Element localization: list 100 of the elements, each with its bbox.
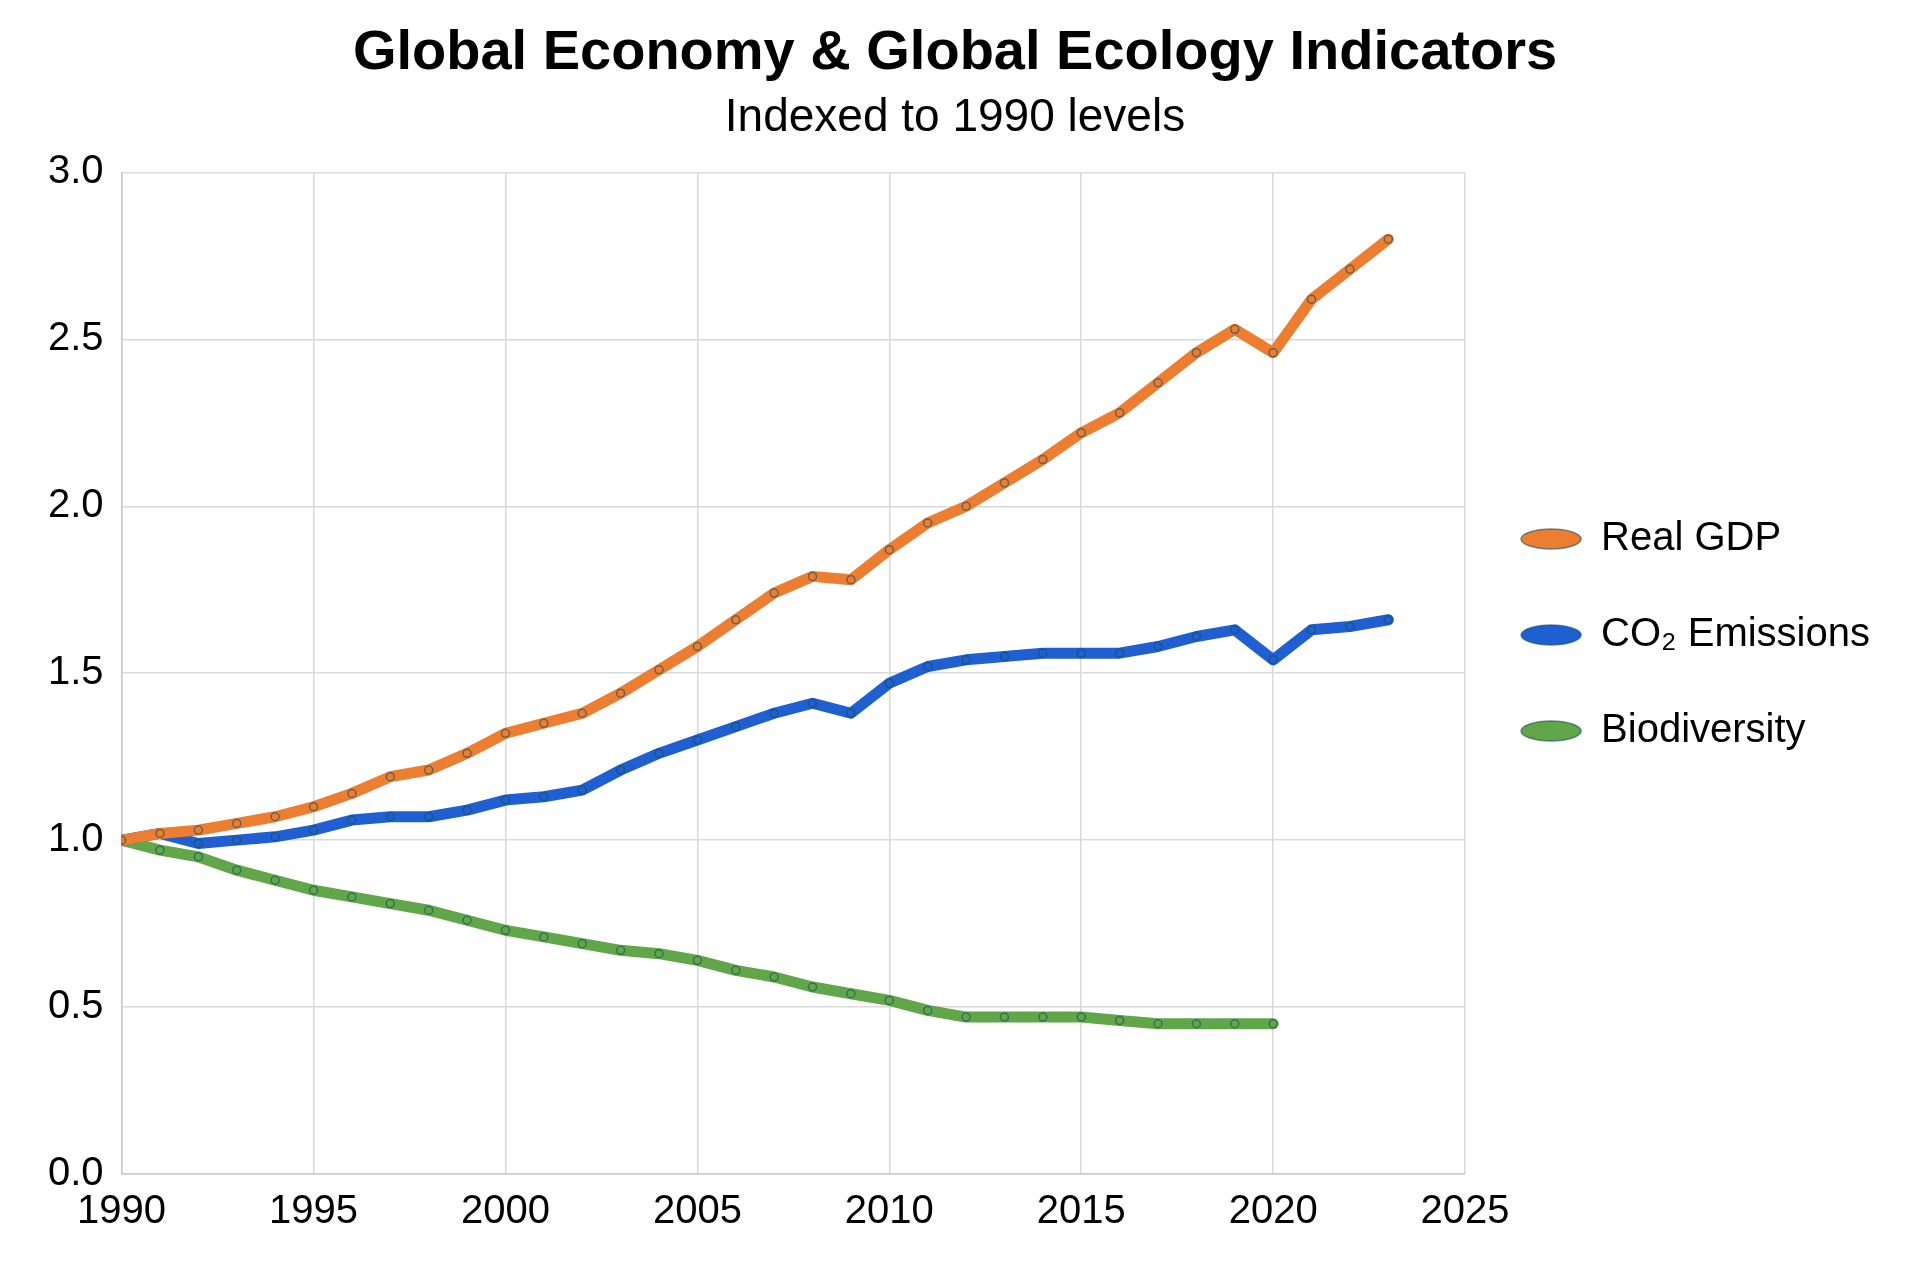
point	[769, 972, 779, 982]
point	[1268, 1019, 1278, 1029]
point	[232, 865, 242, 875]
y-tick-label: 1.0	[48, 815, 104, 860]
point	[1306, 625, 1317, 635]
point	[1191, 1019, 1202, 1029]
point	[769, 588, 779, 598]
point	[1076, 428, 1086, 438]
point	[500, 728, 511, 739]
point	[539, 718, 549, 729]
point	[155, 845, 165, 855]
y-tick-label: 2.0	[48, 481, 104, 526]
point	[1038, 648, 1048, 658]
point	[807, 698, 818, 708]
point	[539, 932, 549, 942]
point	[193, 852, 204, 862]
point	[1153, 377, 1163, 388]
point	[385, 771, 396, 782]
point	[961, 655, 971, 665]
point	[692, 641, 703, 652]
point	[232, 835, 242, 845]
point	[884, 678, 895, 688]
point	[615, 945, 626, 956]
point	[1230, 625, 1240, 635]
point	[961, 501, 971, 512]
point	[1383, 234, 1394, 244]
point	[1268, 347, 1278, 358]
point	[1114, 1015, 1125, 1026]
point	[308, 825, 319, 835]
point	[884, 544, 895, 555]
point	[692, 735, 703, 745]
point	[846, 708, 856, 719]
point	[1153, 641, 1163, 652]
point	[308, 802, 319, 812]
point	[922, 1005, 933, 1016]
point	[577, 938, 587, 949]
x-tick-label: 2005	[652, 1187, 742, 1232]
point	[922, 661, 933, 672]
point	[539, 791, 549, 802]
chart-title: Global Economy & Global Ecology Indicators	[352, 18, 1558, 82]
point	[462, 805, 472, 815]
point	[769, 708, 779, 719]
point	[615, 688, 626, 698]
point	[462, 915, 472, 926]
point	[1230, 1019, 1240, 1029]
point	[884, 995, 895, 1006]
point	[1153, 1019, 1163, 1029]
point	[500, 925, 511, 936]
point	[1076, 1012, 1086, 1022]
y-tick-label: 3.0	[48, 147, 104, 192]
point	[270, 875, 280, 885]
point	[1345, 264, 1355, 274]
point	[1306, 294, 1317, 305]
point	[961, 1012, 971, 1022]
point	[731, 965, 741, 976]
point	[577, 785, 587, 795]
point	[922, 518, 933, 528]
x-tick-label: 2010	[844, 1187, 934, 1232]
point	[500, 795, 511, 805]
point	[654, 748, 664, 759]
y-tick-label: 0.5	[48, 982, 104, 1027]
point	[347, 815, 357, 825]
x-tick-label: 1995	[269, 1187, 359, 1232]
x-tick-label: 2020	[1228, 1187, 1318, 1232]
point	[423, 765, 434, 775]
point	[1345, 621, 1355, 632]
x-tick-label: 2000	[460, 1187, 550, 1232]
y-tick-label: 1.5	[48, 648, 104, 693]
point	[1114, 408, 1125, 418]
point	[270, 812, 280, 822]
y-tick-label: 2.5	[48, 314, 104, 359]
point	[654, 948, 664, 959]
x-tick-label: 2015	[1036, 1187, 1126, 1232]
point	[347, 788, 357, 799]
point	[846, 988, 856, 999]
point	[615, 765, 626, 775]
x-tick-label: 2025	[1420, 1187, 1510, 1232]
point	[807, 982, 818, 992]
legend-label: CO₂ Emissions	[1601, 610, 1870, 655]
point	[731, 615, 741, 625]
point	[807, 571, 818, 582]
point	[423, 812, 434, 822]
point	[1038, 1012, 1048, 1022]
point	[385, 812, 396, 822]
legend-label: Biodiversity	[1601, 706, 1806, 751]
point	[999, 1012, 1010, 1022]
point	[1076, 648, 1086, 658]
legend-label: Real GDP	[1601, 514, 1782, 559]
point	[193, 825, 204, 835]
point	[1230, 324, 1240, 335]
point	[1383, 615, 1394, 625]
point	[999, 651, 1010, 662]
point	[1191, 631, 1202, 642]
point	[731, 721, 741, 732]
point	[692, 955, 703, 966]
point	[1268, 655, 1278, 665]
point	[1191, 347, 1202, 358]
point	[999, 478, 1010, 488]
point	[308, 885, 319, 895]
chart-subtitle: Indexed to 1990 levels	[724, 89, 1186, 142]
